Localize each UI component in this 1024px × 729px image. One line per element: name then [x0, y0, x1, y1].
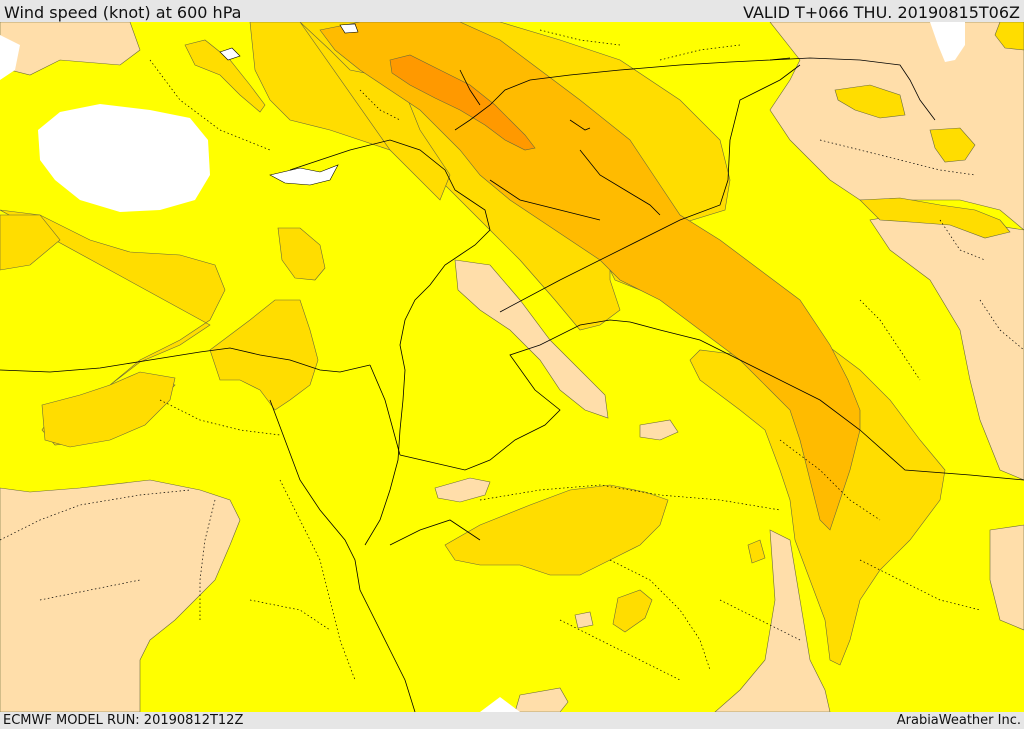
- coastlines-and-borders: [0, 57, 1024, 712]
- internal-boundaries: [0, 29, 1024, 681]
- map-title: Wind speed (knot) at 600 hPa: [4, 3, 242, 22]
- small-islands: [219, 23, 359, 186]
- model-run: ECMWF MODEL RUN: 20190812T12Z: [3, 713, 244, 728]
- water-bodies: [0, 22, 965, 712]
- footer-bar: ECMWF MODEL RUN: 20190812T12Z ArabiaWeat…: [0, 712, 1024, 729]
- weather-map[interactable]: [0, 22, 1024, 712]
- wind-speed-map: [0, 22, 1024, 712]
- high-speed-band: [319, 22, 861, 531]
- valid-time: VALID T+066 THU. 20190815T06Z: [743, 3, 1020, 22]
- highest-speed-core: [389, 54, 536, 151]
- header-bar: Wind speed (knot) at 600 hPa VALID T+066…: [0, 0, 1024, 22]
- provider-credit: ArabiaWeather Inc.: [896, 713, 1021, 728]
